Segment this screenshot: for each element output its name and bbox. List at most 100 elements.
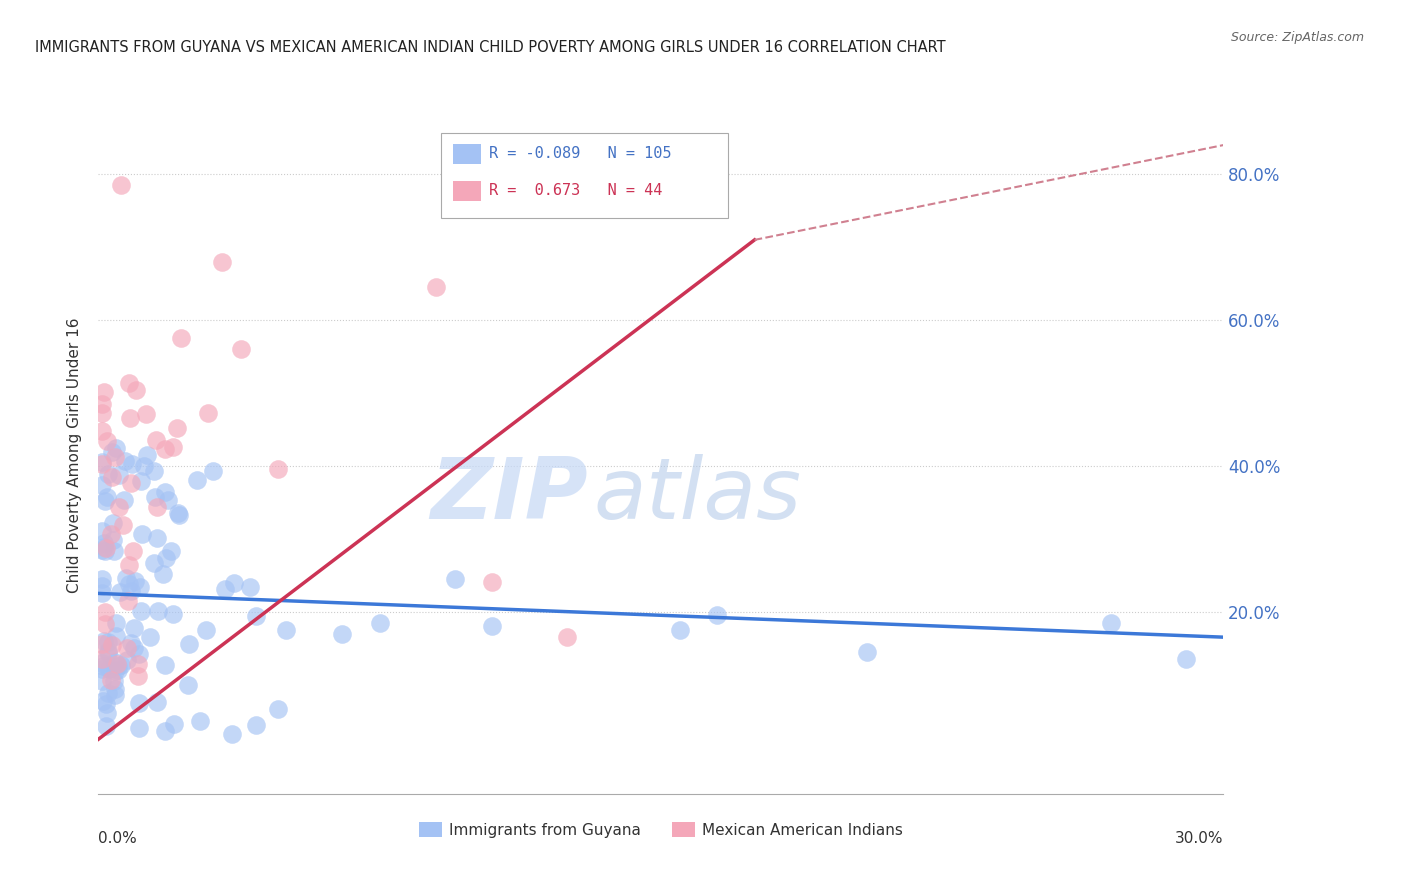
Point	[245, 718, 267, 732]
Point	[93, 617, 115, 632]
Point	[128, 697, 150, 711]
Point	[229, 343, 252, 357]
Point	[105, 615, 128, 630]
Point	[202, 464, 225, 478]
Point	[146, 604, 169, 618]
Point	[170, 331, 193, 345]
Point	[118, 577, 141, 591]
Point	[91, 397, 114, 411]
Point	[100, 673, 122, 687]
Point	[115, 641, 138, 656]
Point	[103, 544, 125, 558]
Point	[555, 630, 578, 644]
Point	[94, 719, 117, 733]
Point	[153, 723, 176, 738]
Point	[274, 623, 297, 637]
Point	[91, 658, 114, 673]
Point	[188, 714, 211, 728]
Point	[112, 518, 135, 533]
Point	[166, 421, 188, 435]
Point	[145, 500, 167, 515]
Point	[121, 458, 143, 472]
Point	[1174, 652, 1197, 666]
Point	[105, 657, 128, 672]
Point	[239, 580, 262, 594]
Point	[104, 655, 127, 669]
Point	[91, 656, 114, 670]
Point	[153, 658, 176, 673]
Point	[136, 448, 159, 462]
Point	[91, 636, 114, 650]
Point	[93, 541, 115, 555]
Point	[129, 604, 152, 618]
Point	[481, 575, 503, 590]
Point	[1099, 615, 1122, 630]
Point	[162, 607, 184, 621]
Point	[94, 697, 117, 711]
Point	[96, 490, 118, 504]
Point	[167, 508, 190, 523]
FancyBboxPatch shape	[453, 181, 481, 202]
Point	[101, 445, 124, 459]
Point	[131, 527, 153, 541]
Point	[91, 693, 114, 707]
Point	[100, 526, 122, 541]
Point	[91, 477, 114, 491]
Point	[368, 615, 391, 630]
Point	[222, 576, 245, 591]
Point	[91, 572, 114, 586]
Text: 0.0%: 0.0%	[98, 831, 138, 847]
Point	[155, 550, 177, 565]
Point	[177, 678, 200, 692]
Point	[122, 640, 145, 655]
Text: ZIP: ZIP	[430, 454, 588, 537]
Point	[94, 605, 117, 619]
Point	[91, 406, 114, 420]
Point	[97, 646, 120, 660]
Point	[118, 410, 141, 425]
Point	[120, 583, 142, 598]
Point	[104, 689, 127, 703]
Point	[117, 593, 139, 607]
Point	[94, 494, 117, 508]
Point	[221, 726, 243, 740]
Point	[114, 571, 136, 585]
Point	[139, 630, 162, 644]
Point	[128, 580, 150, 594]
Point	[100, 470, 122, 484]
Text: R = -0.089   N = 105: R = -0.089 N = 105	[489, 145, 671, 161]
Point	[330, 626, 353, 640]
Point	[104, 450, 127, 464]
Point	[120, 475, 142, 490]
Point	[107, 659, 129, 673]
Point	[110, 178, 132, 193]
Point	[103, 674, 125, 689]
Point	[211, 254, 233, 268]
Point	[96, 434, 118, 448]
Point	[166, 507, 188, 521]
Point	[91, 662, 114, 676]
Point	[112, 492, 135, 507]
Text: IMMIGRANTS FROM GUYANA VS MEXICAN AMERICAN INDIAN CHILD POVERTY AMONG GIRLS UNDE: IMMIGRANTS FROM GUYANA VS MEXICAN AMERIC…	[35, 40, 946, 55]
Point	[104, 664, 127, 678]
Point	[706, 608, 728, 623]
Point	[100, 638, 122, 652]
Point	[91, 543, 114, 558]
Y-axis label: Child Poverty Among Girls Under 16: Child Poverty Among Girls Under 16	[67, 318, 83, 592]
Point	[443, 572, 465, 586]
Point	[98, 662, 121, 676]
Point	[94, 544, 117, 558]
Text: R =  0.673   N = 44: R = 0.673 N = 44	[489, 183, 662, 198]
Point	[93, 385, 115, 400]
Point	[91, 652, 114, 666]
Point	[186, 473, 208, 487]
Point	[97, 467, 120, 482]
Text: 30.0%: 30.0%	[1175, 831, 1223, 847]
Point	[197, 406, 219, 420]
Point	[101, 533, 124, 547]
Point	[96, 541, 118, 556]
Point	[110, 658, 132, 673]
Point	[117, 558, 139, 572]
FancyBboxPatch shape	[441, 133, 728, 218]
Point	[105, 441, 128, 455]
